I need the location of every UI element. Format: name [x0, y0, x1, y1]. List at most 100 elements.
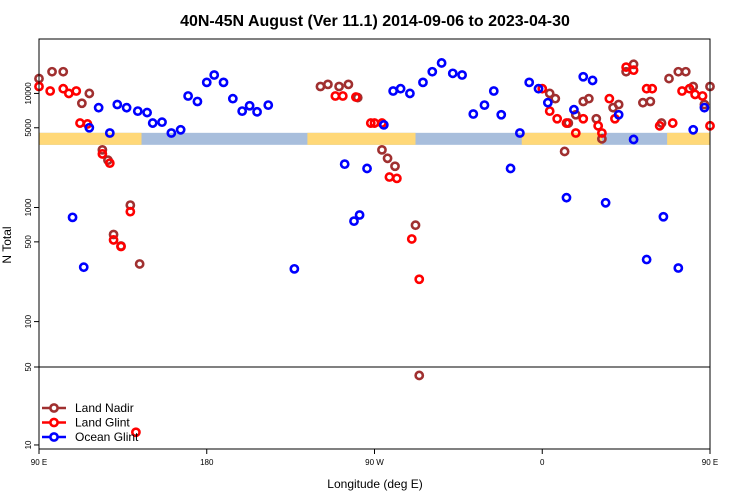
data-point	[125, 206, 136, 217]
data-point	[414, 274, 425, 285]
data-point	[209, 70, 220, 80]
data-point	[479, 100, 490, 111]
data-point	[654, 120, 665, 131]
y-tick-label: 100	[24, 314, 33, 328]
data-point	[67, 212, 78, 223]
data-point	[578, 71, 589, 82]
data-point	[349, 216, 359, 227]
data-point	[544, 88, 555, 99]
data-point	[552, 113, 563, 124]
data-point	[628, 65, 639, 76]
data-point	[132, 106, 143, 117]
data-point	[183, 91, 194, 101]
data-point	[78, 262, 89, 273]
y-tick-label: 5000	[24, 118, 33, 136]
data-point	[362, 163, 372, 174]
data-point	[488, 86, 499, 96]
x-axis-label: Longitude (deg E)	[327, 477, 422, 491]
data-point	[578, 113, 589, 124]
data-point	[157, 117, 167, 128]
data-point	[116, 241, 126, 252]
data-point	[559, 146, 570, 157]
data-point	[339, 159, 350, 170]
data-point	[514, 128, 525, 138]
data-point	[121, 102, 132, 113]
data-point	[337, 91, 348, 101]
data-point	[457, 70, 468, 80]
data-point	[406, 234, 417, 244]
data-point	[647, 83, 658, 94]
data-point	[427, 66, 438, 77]
data-point	[108, 235, 119, 245]
data-point	[97, 149, 108, 159]
data-point	[405, 88, 415, 99]
legend-marker	[49, 432, 59, 442]
data-point	[47, 66, 57, 77]
data-point	[97, 144, 108, 155]
data-point	[593, 120, 604, 131]
data-point	[58, 66, 69, 77]
data-point	[496, 109, 507, 120]
data-point	[252, 106, 262, 117]
data-point	[447, 68, 458, 79]
data-point	[390, 161, 400, 172]
y-tick-label: 1000	[24, 198, 33, 216]
data-point	[680, 66, 691, 77]
data-point	[596, 133, 607, 144]
data-point	[414, 370, 425, 381]
data-point	[45, 86, 56, 96]
data-point	[378, 119, 389, 130]
data-point	[334, 81, 344, 92]
data-point	[570, 128, 581, 138]
legend-entry: Land Nadir	[42, 401, 134, 415]
data-point	[569, 104, 579, 115]
data-point	[697, 91, 708, 101]
y-tick-label: 50	[24, 362, 33, 371]
data-point	[664, 73, 674, 84]
data-point	[604, 93, 615, 104]
data-point	[570, 109, 581, 120]
data-point	[667, 118, 678, 128]
data-point	[537, 83, 548, 94]
series-ocean-glint	[67, 58, 710, 274]
data-point	[684, 83, 695, 94]
data-point	[596, 128, 607, 138]
data-point	[354, 210, 365, 220]
data-point	[201, 77, 212, 88]
x-axis: 90 E 180 90 W 0 90 E	[31, 449, 718, 467]
data-point	[505, 163, 516, 174]
data-point	[134, 259, 145, 269]
data-point	[84, 122, 95, 133]
land-segment	[667, 132, 710, 145]
data-point	[641, 254, 652, 265]
data-point	[237, 106, 248, 117]
land-segment	[521, 132, 602, 145]
data-point	[350, 92, 361, 102]
data-point	[468, 109, 479, 119]
land-segment	[39, 132, 142, 145]
data-point	[658, 211, 669, 222]
data-point	[365, 118, 376, 128]
y-tick-label: 500	[24, 235, 33, 249]
data-point	[436, 58, 447, 68]
data-point	[561, 118, 572, 128]
data-point	[550, 93, 561, 104]
data-points	[34, 58, 715, 438]
data-point	[395, 83, 406, 94]
data-point	[84, 88, 95, 99]
data-point	[175, 124, 186, 135]
data-point	[218, 77, 229, 88]
land-ocean-strip	[39, 132, 710, 145]
x-tick-label: 180	[200, 458, 214, 467]
data-point	[71, 86, 82, 96]
land-segment	[307, 132, 416, 145]
data-point	[76, 98, 87, 109]
data-point	[323, 79, 333, 90]
data-point	[227, 93, 238, 104]
data-point	[542, 97, 553, 108]
y-tick-label: 10	[24, 440, 33, 449]
data-point	[673, 263, 684, 273]
x-tick-label: 90 E	[702, 458, 718, 467]
x-tick-label: 90 W	[365, 458, 384, 467]
data-point	[645, 96, 656, 107]
